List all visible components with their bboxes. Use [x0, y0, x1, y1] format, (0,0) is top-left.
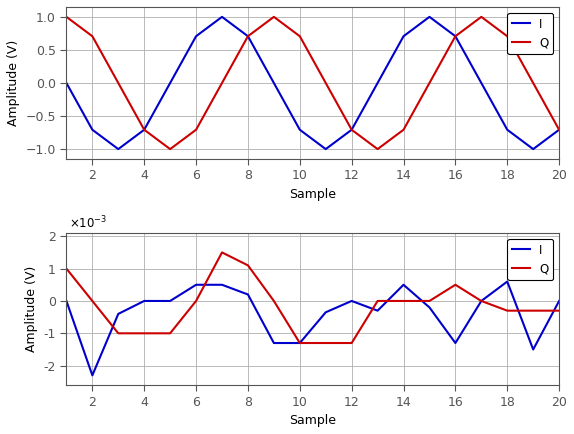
I: [478, 298, 485, 303]
Q: [556, 308, 563, 313]
Q: [452, 282, 459, 287]
Q: [400, 298, 407, 303]
Q: [115, 331, 122, 336]
I: [556, 298, 563, 303]
Q: [504, 308, 511, 313]
Q: [374, 147, 381, 152]
Q: [141, 331, 148, 336]
Line: I: I: [67, 282, 559, 375]
Q: [322, 340, 329, 345]
Q: [141, 127, 148, 132]
Q: [322, 80, 329, 85]
I: [374, 308, 381, 313]
Q: [478, 14, 485, 20]
Q: [245, 33, 251, 39]
Q: [89, 33, 96, 39]
I: [166, 80, 173, 85]
Q: [166, 147, 173, 152]
Q: [556, 127, 563, 132]
Q: [374, 298, 381, 303]
Q: [426, 298, 433, 303]
Q: [63, 14, 70, 20]
I: [245, 33, 251, 39]
I: [219, 282, 226, 287]
I: [426, 14, 433, 20]
Q: [245, 263, 251, 268]
Q: [530, 308, 537, 313]
Q: [270, 14, 277, 20]
I: [193, 282, 200, 287]
Text: $\times10^{-3}$: $\times10^{-3}$: [69, 215, 107, 231]
I: [63, 298, 70, 303]
Q: [193, 298, 200, 303]
I: [63, 80, 70, 85]
I: [556, 127, 563, 132]
I: [219, 14, 226, 20]
I: [348, 127, 355, 132]
Q: [400, 127, 407, 132]
I: [426, 305, 433, 310]
Q: [296, 33, 303, 39]
Q: [219, 80, 226, 85]
I: [166, 298, 173, 303]
I: [504, 127, 511, 132]
I: [270, 80, 277, 85]
I: [322, 310, 329, 315]
Q: [426, 80, 433, 85]
Y-axis label: Amplitude (V): Amplitude (V): [7, 40, 20, 126]
Line: I: I: [67, 17, 559, 149]
I: [478, 80, 485, 85]
Q: [89, 298, 96, 303]
I: [504, 279, 511, 284]
Q: [452, 33, 459, 39]
Q: [296, 340, 303, 345]
X-axis label: Sample: Sample: [289, 414, 336, 427]
I: [400, 33, 407, 39]
I: [245, 292, 251, 297]
I: [193, 33, 200, 39]
Q: [348, 340, 355, 345]
Q: [63, 266, 70, 271]
Q: [166, 331, 173, 336]
I: [89, 127, 96, 132]
I: [452, 33, 459, 39]
Q: [270, 298, 277, 303]
Legend: I, Q: I, Q: [507, 239, 553, 280]
Legend: I, Q: I, Q: [507, 13, 553, 54]
Q: [348, 127, 355, 132]
I: [452, 340, 459, 345]
Q: [530, 80, 537, 85]
I: [141, 127, 148, 132]
I: [348, 298, 355, 303]
X-axis label: Sample: Sample: [289, 188, 336, 201]
I: [270, 340, 277, 345]
I: [296, 127, 303, 132]
I: [530, 147, 537, 152]
Q: [504, 33, 511, 39]
I: [530, 347, 537, 352]
Q: [478, 298, 485, 303]
I: [141, 298, 148, 303]
Y-axis label: Amplitude (V): Amplitude (V): [25, 266, 38, 352]
I: [296, 340, 303, 345]
I: [89, 373, 96, 378]
I: [322, 147, 329, 152]
Q: [219, 250, 226, 255]
Q: [193, 127, 200, 132]
Q: [115, 80, 122, 85]
I: [400, 282, 407, 287]
Line: Q: Q: [67, 253, 559, 343]
I: [374, 80, 381, 85]
I: [115, 311, 122, 316]
Line: Q: Q: [67, 17, 559, 149]
I: [115, 147, 122, 152]
